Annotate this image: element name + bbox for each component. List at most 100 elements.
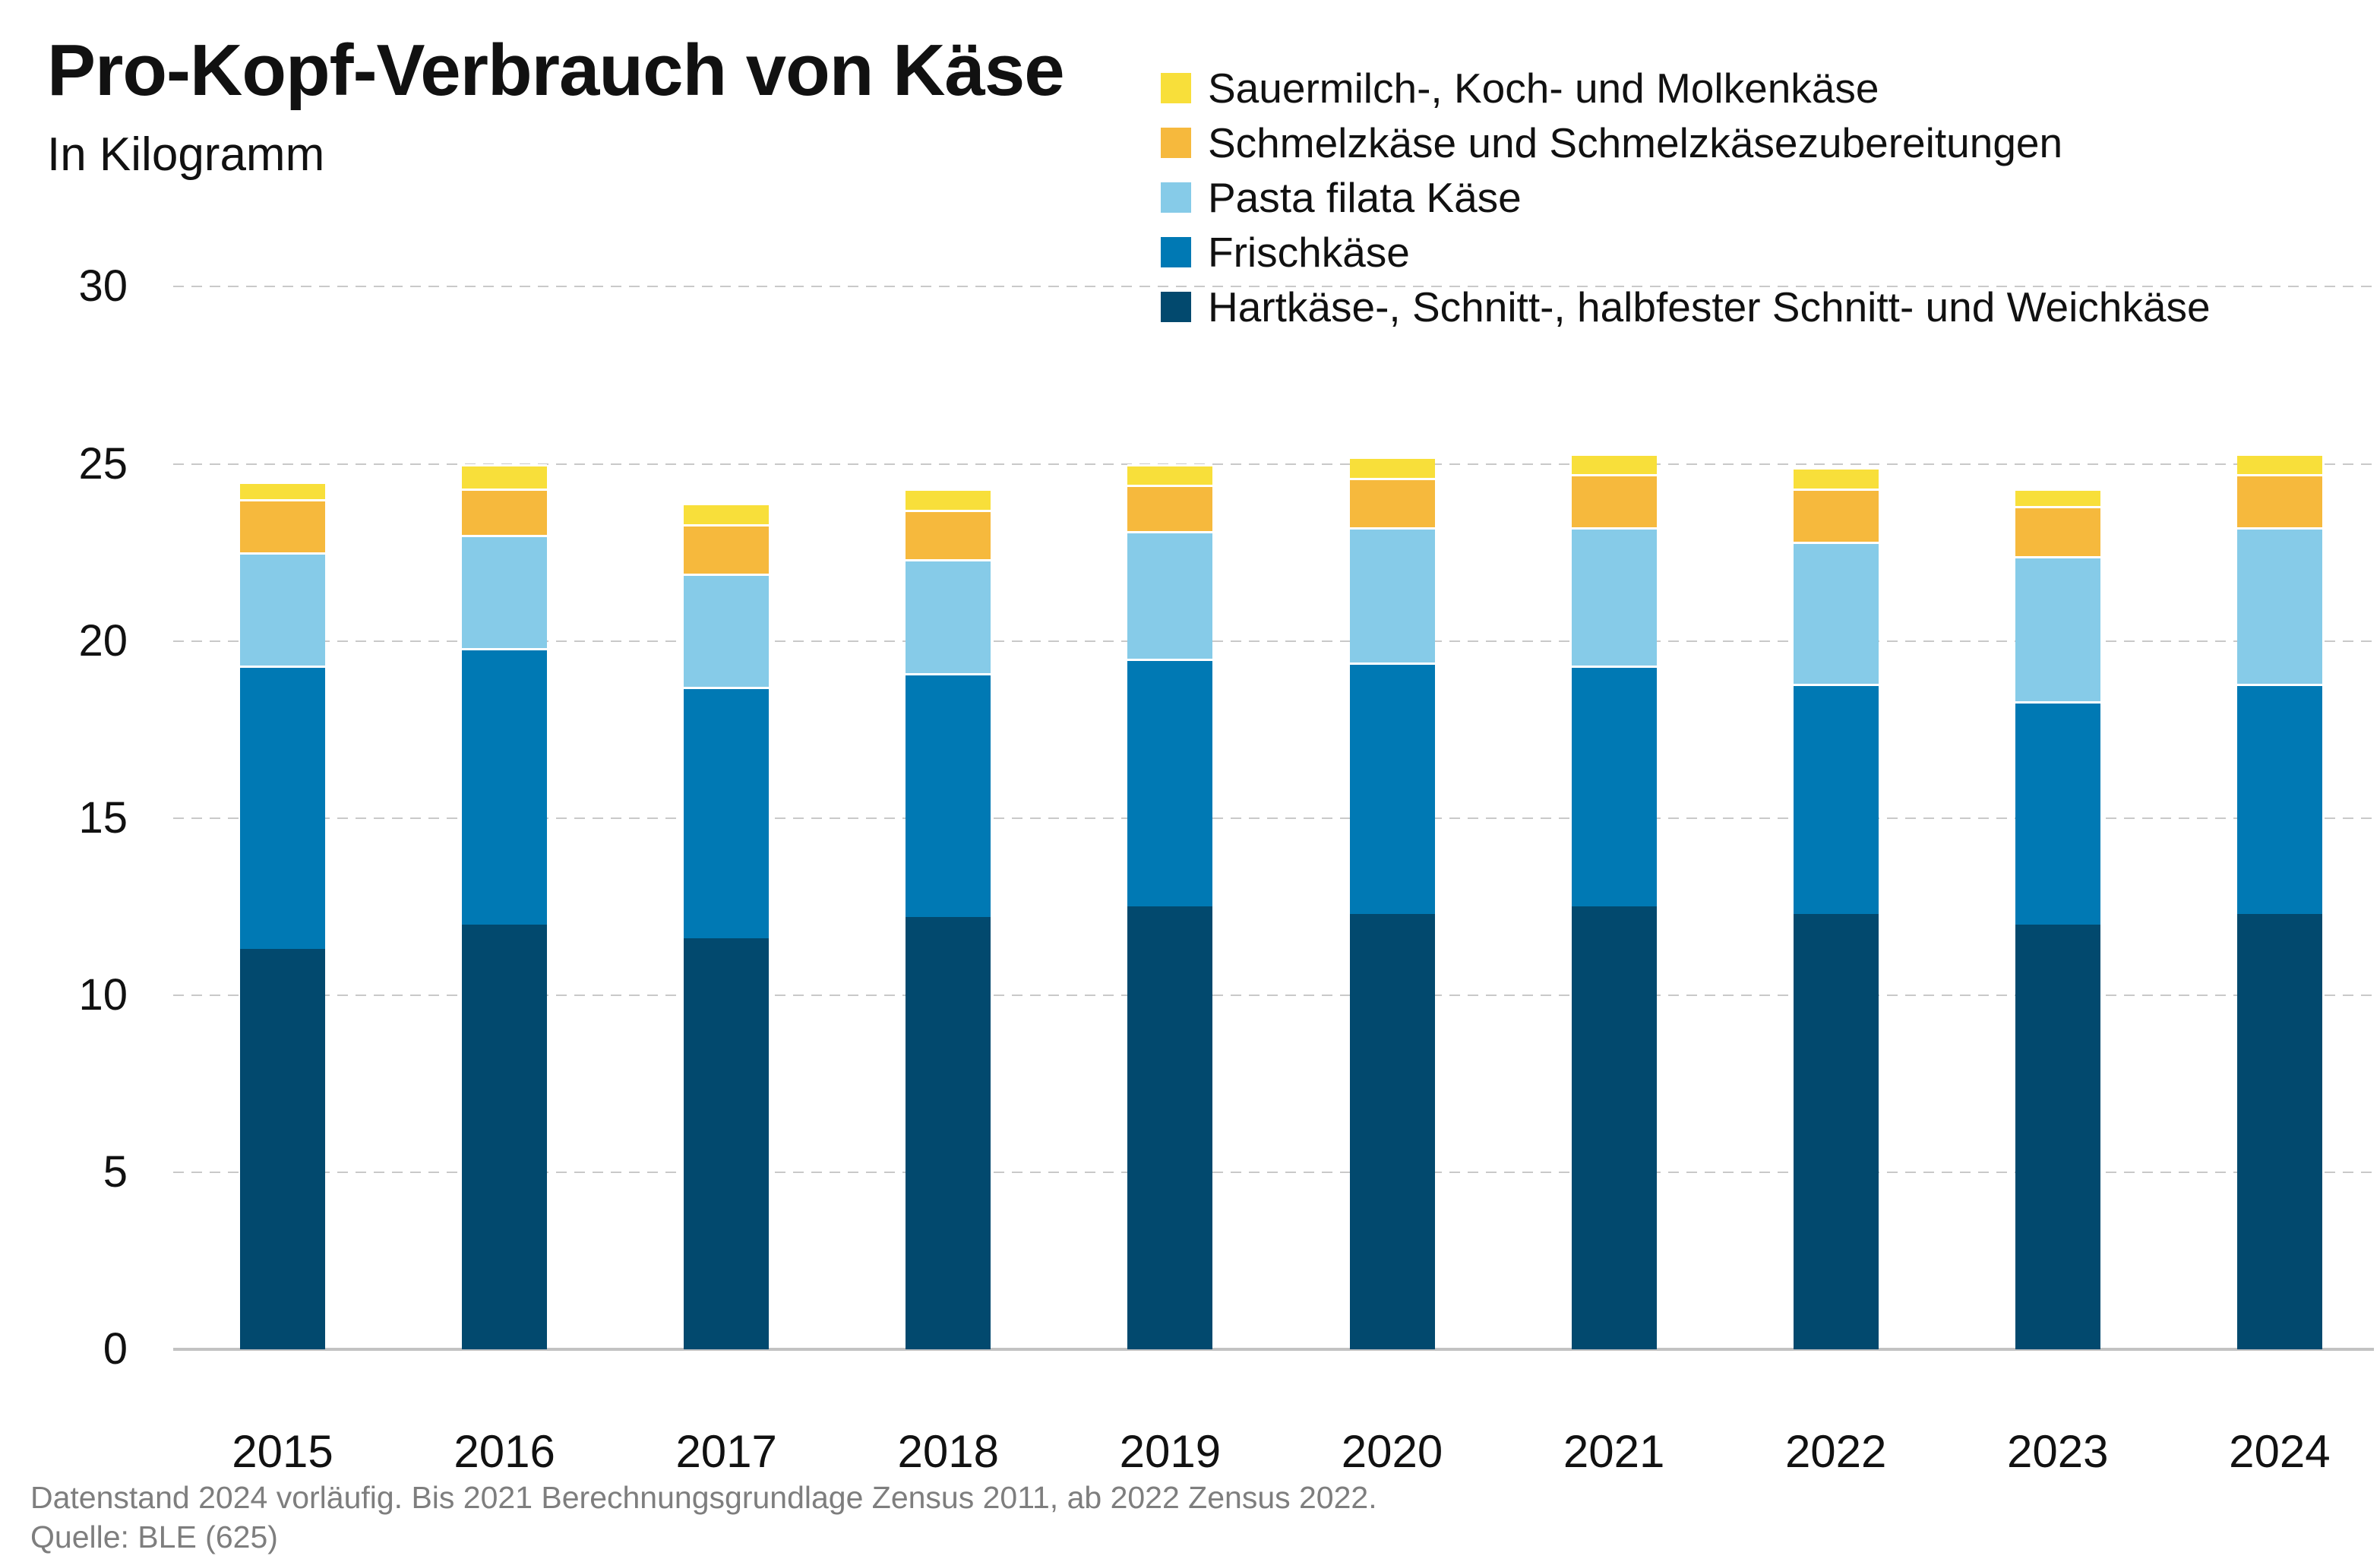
bar-segment-2024-series1 [2236, 683, 2322, 914]
bar-segment-2023-series4 [2015, 489, 2100, 507]
bar-segment-2021-series3 [1571, 474, 1657, 528]
bar-segment-2019-series3 [1127, 485, 1213, 532]
bar-2016 [462, 0, 548, 1349]
legend-swatch-icon [1161, 182, 1191, 213]
legend-label: Hartkäse-, Schnitt-, halbfester Schnitt-… [1208, 283, 2211, 330]
legend-item-3: Frischkäse [1161, 225, 2211, 280]
bar-segment-2017-series1 [684, 687, 770, 939]
legend-item-4: Hartkäse-, Schnitt-, halbfester Schnitt-… [1161, 280, 2211, 334]
bar-2023 [2015, 0, 2100, 1349]
bar-segment-2022-series2 [1793, 542, 1879, 684]
bar-2015 [240, 0, 325, 1349]
bar-segment-2015-series4 [240, 481, 325, 500]
bar-segment-2024-series4 [2236, 453, 2322, 475]
bar-segment-2019-series1 [1127, 658, 1213, 907]
bar-segment-2020-series4 [1349, 457, 1435, 479]
bar-segment-2018-series4 [906, 489, 991, 511]
bar-segment-2019-series2 [1127, 531, 1213, 659]
bar-segment-2019-series4 [1127, 463, 1213, 485]
x-tick-label-2015: 2015 [232, 1426, 333, 1477]
y-tick-label-30: 30 [78, 261, 128, 311]
bar-segment-2022-series1 [1793, 683, 1879, 914]
bar-segment-2015-series0 [240, 949, 325, 1349]
y-tick-label-20: 20 [78, 615, 128, 666]
legend-label: Frischkäse [1208, 229, 1410, 276]
x-tick-label-2023: 2023 [2007, 1426, 2109, 1477]
bar-segment-2020-series3 [1349, 478, 1435, 528]
bar-2019 [1127, 0, 1213, 1349]
gridline-y15 [173, 817, 2374, 819]
bar-segment-2016-series3 [462, 489, 548, 535]
gridline-y30 [173, 286, 2374, 288]
x-tick-label-2019: 2019 [1119, 1426, 1222, 1477]
y-tick-label-0: 0 [103, 1324, 128, 1374]
x-tick-label-2017: 2017 [675, 1426, 777, 1477]
legend-swatch-icon [1161, 73, 1191, 103]
bar-segment-2015-series3 [240, 499, 325, 553]
gridline-y20 [173, 640, 2374, 642]
x-axis-baseline [173, 1348, 2374, 1351]
bar-segment-2022-series3 [1793, 489, 1879, 542]
legend-item-0: Sauermilch-, Koch- und Molkenkäse [1161, 61, 2211, 115]
bar-segment-2020-series2 [1349, 527, 1435, 662]
bar-segment-2020-series0 [1349, 913, 1435, 1349]
bar-segment-2018-series0 [906, 917, 991, 1349]
bar-segment-2015-series2 [240, 552, 325, 666]
bar-segment-2020-series1 [1349, 662, 1435, 914]
legend-swatch-icon [1161, 237, 1191, 267]
bar-segment-2016-series4 [462, 463, 548, 489]
legend-label: Schmelzkäse und Schmelzkäsezubereitungen [1208, 119, 2063, 166]
bar-segment-2019-series0 [1127, 906, 1213, 1349]
gridline-y10 [173, 994, 2374, 996]
y-tick-label-10: 10 [78, 969, 128, 1020]
bar-segment-2016-series0 [462, 924, 548, 1349]
legend-item-1: Schmelzkäse und Schmelzkäsezubereitungen [1161, 115, 2211, 170]
gridline-y5 [173, 1171, 2374, 1173]
bar-segment-2017-series2 [684, 574, 770, 688]
bar-segment-2016-series1 [462, 647, 548, 925]
bar-segment-2024-series2 [2236, 527, 2322, 684]
bar-segment-2021-series0 [1571, 906, 1657, 1349]
bar-segment-2023-series3 [2015, 506, 2100, 556]
bar-segment-2024-series3 [2236, 474, 2322, 528]
bar-segment-2024-series0 [2236, 913, 2322, 1349]
x-tick-label-2018: 2018 [897, 1426, 1000, 1477]
bar-2022 [1793, 0, 1879, 1349]
gridline-y25 [173, 463, 2374, 465]
bar-segment-2021-series1 [1571, 666, 1657, 907]
x-tick-label-2016: 2016 [454, 1426, 555, 1477]
bar-2024 [2236, 0, 2322, 1349]
bar-segment-2017-series4 [684, 502, 770, 524]
x-tick-label-2021: 2021 [1563, 1426, 1665, 1477]
legend-label: Sauermilch-, Koch- und Molkenkäse [1208, 65, 1879, 112]
bar-segment-2016-series2 [462, 534, 548, 648]
y-tick-label-25: 25 [78, 438, 128, 489]
bar-2021 [1571, 0, 1657, 1349]
chart-subtitle: In Kilogramm [47, 128, 325, 181]
bar-segment-2022-series4 [1793, 467, 1879, 489]
bar-segment-2018-series1 [906, 672, 991, 918]
legend-item-2: Pasta filata Käse [1161, 170, 2211, 225]
x-tick-label-2022: 2022 [1784, 1426, 1887, 1477]
bar-segment-2022-series0 [1793, 913, 1879, 1349]
y-tick-label-15: 15 [78, 792, 128, 843]
footnote-datenstand: Datenstand 2024 vorläufig. Bis 2021 Bere… [30, 1480, 1377, 1515]
bar-2018 [906, 0, 991, 1349]
legend-swatch-icon [1161, 128, 1191, 158]
y-tick-label-5: 5 [103, 1146, 128, 1197]
legend-label: Pasta filata Käse [1208, 174, 1522, 221]
legend-swatch-icon [1161, 292, 1191, 322]
x-tick-label-2024: 2024 [2229, 1426, 2331, 1477]
bar-segment-2023-series2 [2015, 555, 2100, 701]
footnote-source: Quelle: BLE (625) [30, 1519, 278, 1554]
bar-segment-2015-series1 [240, 666, 325, 950]
bar-segment-2021-series4 [1571, 453, 1657, 475]
bar-segment-2017-series0 [684, 938, 770, 1349]
legend: Sauermilch-, Koch- und Molkenkäse Schmelz… [1161, 61, 2211, 334]
bar-segment-2021-series2 [1571, 527, 1657, 666]
chart-title: Pro-Kopf-Verbrauch von Käse [47, 30, 1065, 111]
bar-2017 [684, 0, 770, 1349]
bar-segment-2017-series3 [684, 523, 770, 574]
